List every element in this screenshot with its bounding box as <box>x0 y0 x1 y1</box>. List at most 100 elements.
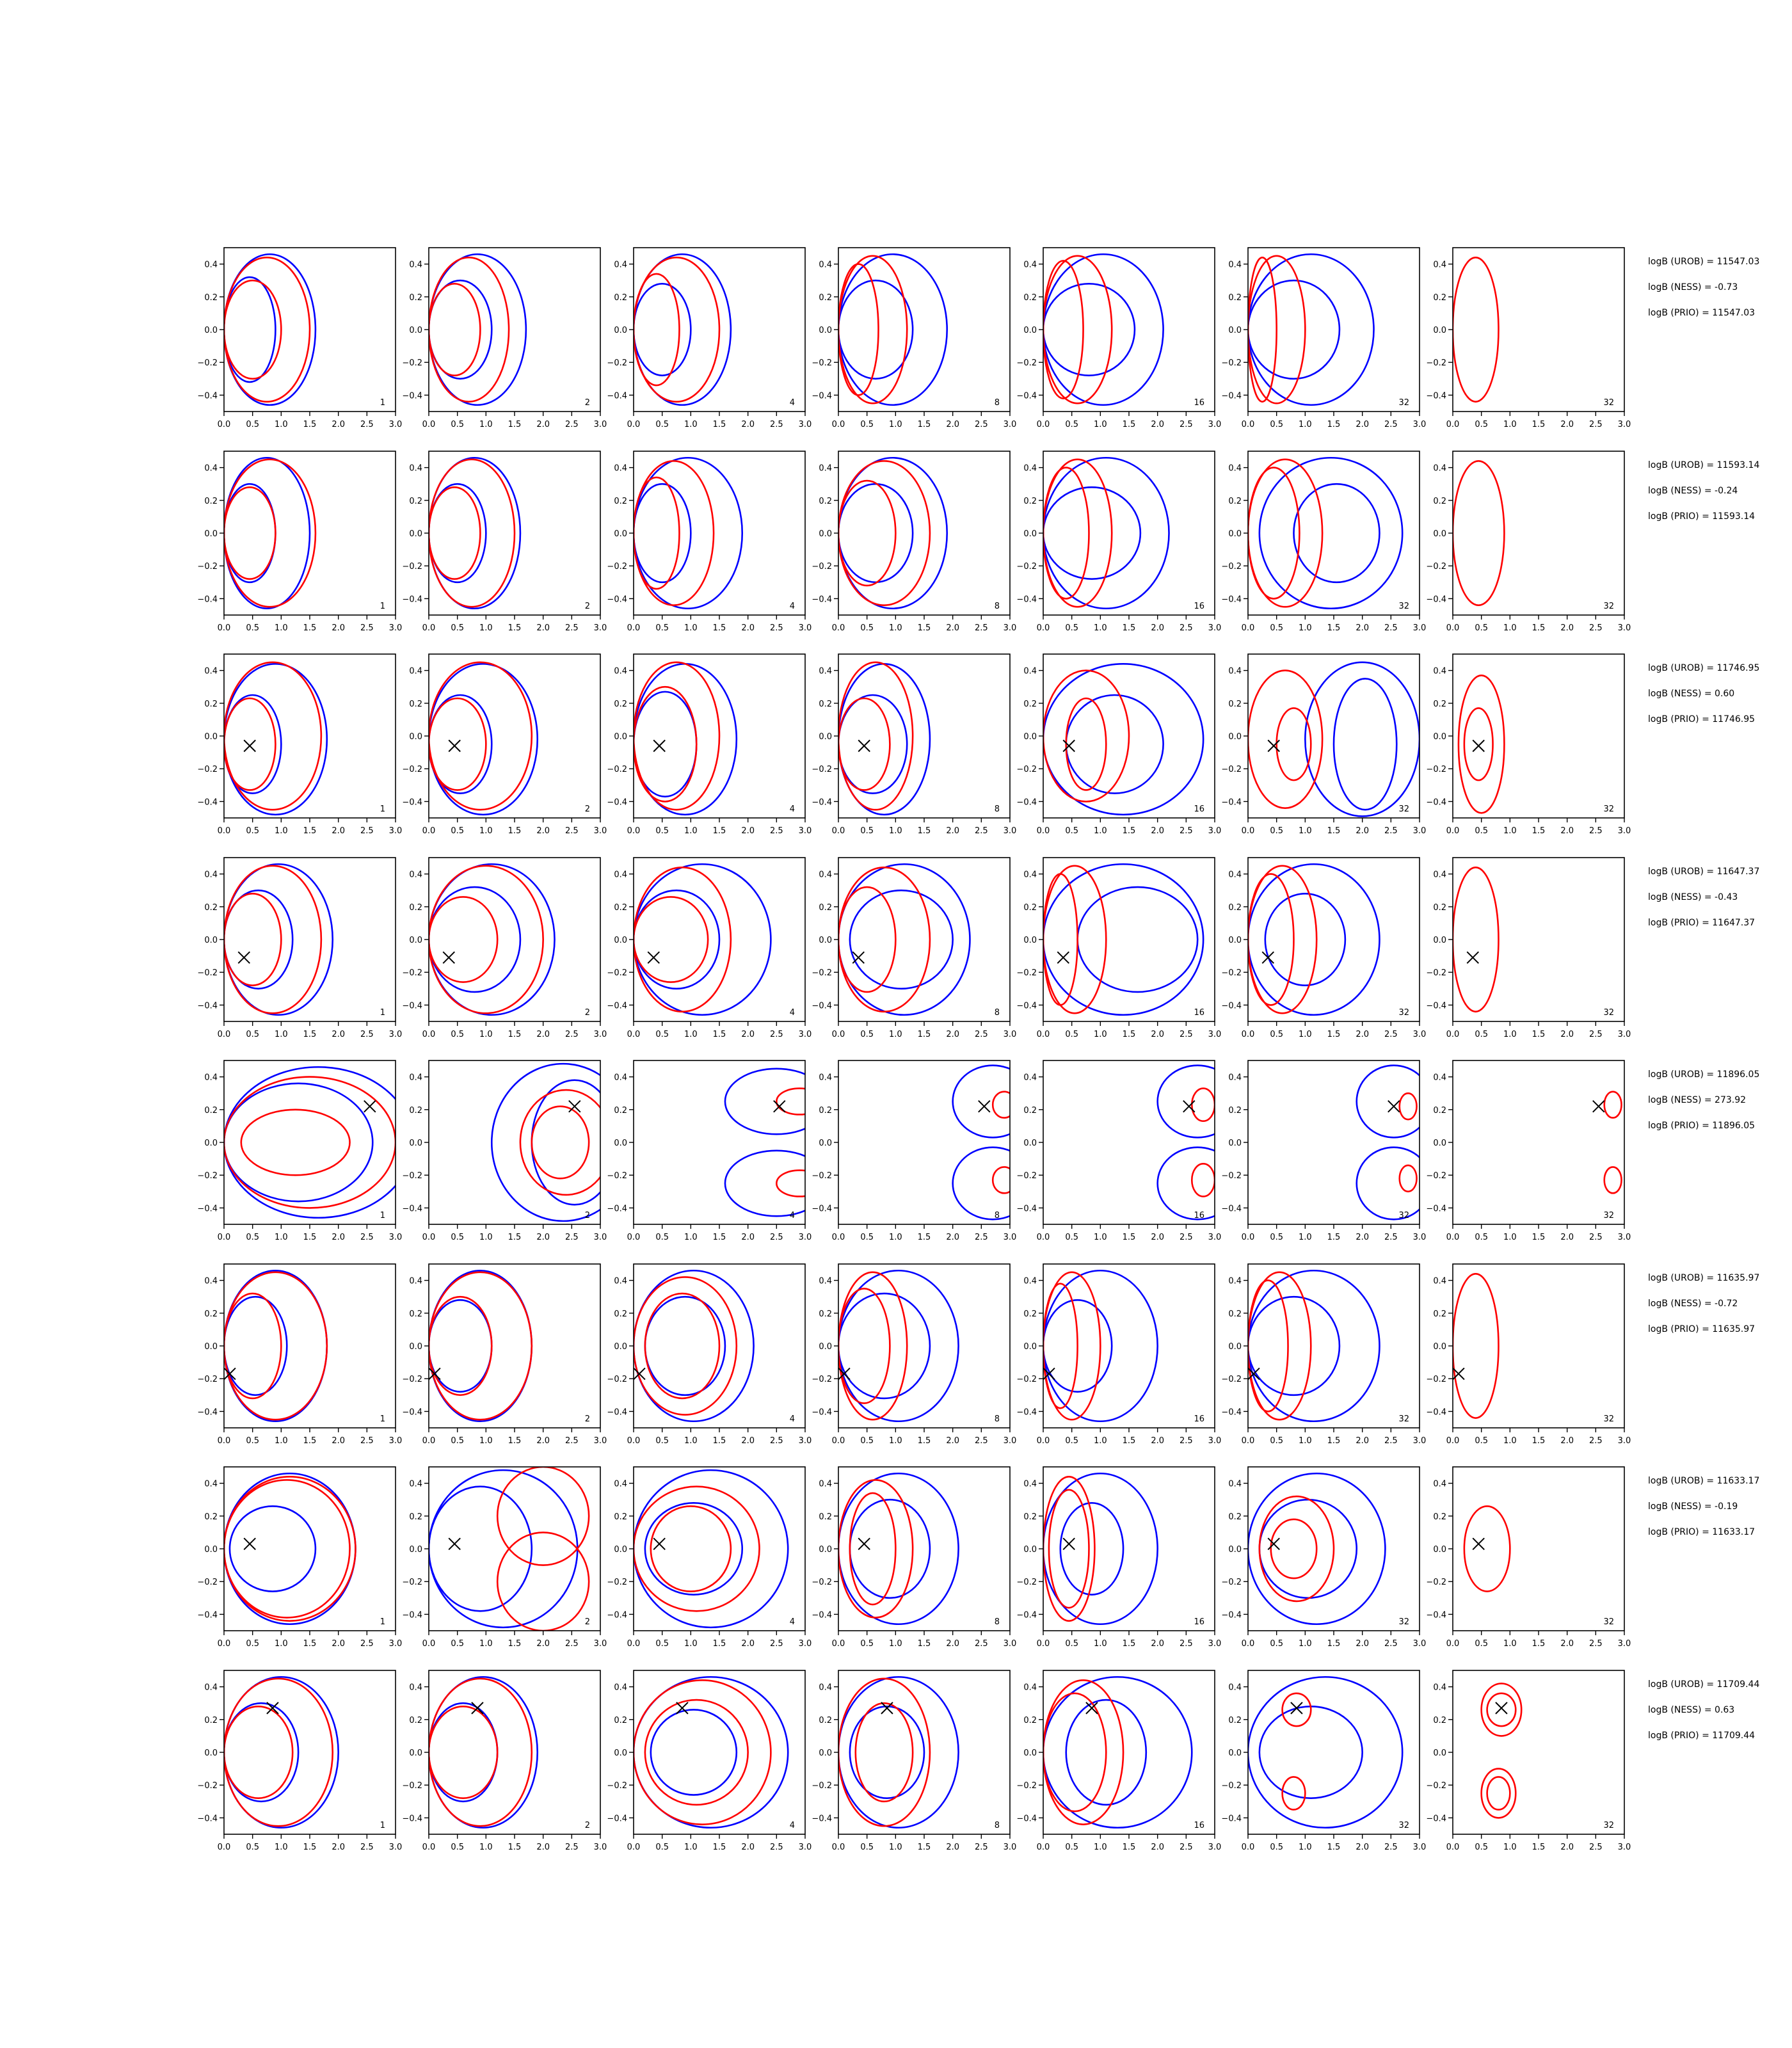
y-tick-label: 0.0 <box>1433 1545 1446 1555</box>
x-tick-label: 0.5 <box>655 1843 669 1852</box>
contours <box>429 1676 539 1829</box>
marker-x <box>1057 951 1069 964</box>
logb-annotation: logB (UROB) = 11633.17 <box>1648 1476 1759 1486</box>
y-tick-label: 0.4 <box>1228 1277 1242 1286</box>
panel-label: 16 <box>1194 1821 1204 1830</box>
x-tick-label: 3.0 <box>799 1843 812 1852</box>
red-contour <box>644 1292 721 1400</box>
y-tick-label: 0.2 <box>1433 497 1446 506</box>
y-tick-label: 0.2 <box>409 1106 422 1116</box>
red-contour <box>634 273 680 387</box>
y-tick-label: −0.2 <box>1016 765 1037 774</box>
y-tick-label: 0.4 <box>1433 1683 1446 1693</box>
y-tick-label: 0.4 <box>204 1480 218 1489</box>
x-tick-label: 2.0 <box>1151 826 1164 836</box>
x-tick-label: 1.5 <box>1532 1639 1546 1649</box>
x-tick-label: 0.5 <box>1065 1030 1078 1039</box>
red-contour <box>224 1476 356 1622</box>
axes-frame <box>428 1466 601 1631</box>
y-tick-label: 0.2 <box>1228 1106 1242 1116</box>
blue-contour <box>429 279 493 380</box>
x-tick-label: 1.0 <box>479 1843 493 1852</box>
contours <box>838 1472 959 1626</box>
red-contour <box>224 1677 334 1827</box>
blue-contour <box>849 1706 925 1799</box>
x-tick-label: 1.0 <box>1299 420 1312 429</box>
marker-x <box>364 1100 376 1113</box>
red-contour <box>1453 460 1505 606</box>
marker-x <box>653 739 666 753</box>
y-tick-label: −0.2 <box>607 1171 627 1181</box>
marker-stroke <box>1062 1537 1075 1551</box>
axes-frame <box>1043 451 1215 616</box>
panel-r3-c5: 0.0 0.5 1.0 1.5 2.0 2.5 3.0 0.4 0.2 0.0 −0.2 −0.4 16 <box>1016 653 1221 836</box>
y-tick-label: −0.2 <box>1221 562 1242 572</box>
y-tick-label: 0.4 <box>409 870 422 880</box>
y-tick-label: 0.2 <box>614 293 627 303</box>
x-tick-label: 3.0 <box>1413 826 1427 836</box>
blue-contour <box>1248 863 1380 1016</box>
x-tick-label: 0.0 <box>1446 1233 1460 1242</box>
red-contour <box>429 896 499 983</box>
x-tick-label: 3.0 <box>1004 1030 1017 1039</box>
x-tick-label: 3.0 <box>594 623 607 633</box>
y-tick-label: −0.4 <box>402 1001 422 1011</box>
contours <box>634 1469 789 1629</box>
x-tick-label: 2.0 <box>741 1030 755 1039</box>
y-tick-label: 0.2 <box>1433 1309 1446 1319</box>
y-tick-label: −0.4 <box>607 391 627 401</box>
contours <box>838 661 931 816</box>
x-tick-label: 2.5 <box>1384 420 1398 429</box>
red-contour <box>1603 1166 1622 1194</box>
contours <box>634 863 772 1016</box>
axes-frame <box>428 1670 601 1835</box>
panel-label: 2 <box>585 602 590 611</box>
red-contour <box>634 476 680 590</box>
red-contour <box>429 1677 533 1827</box>
logb-annotation: logB (NESS) = -0.24 <box>1648 486 1738 496</box>
y-tick-label: −0.4 <box>607 797 627 807</box>
y-tick-label: 0.0 <box>819 936 832 945</box>
marker-stroke <box>429 1367 441 1380</box>
blue-contour <box>838 279 914 380</box>
x-tick-label: 1.5 <box>713 1639 726 1649</box>
y-tick-label: −0.4 <box>1221 797 1242 807</box>
red-contour <box>1043 1476 1096 1622</box>
y-tick-label: −0.2 <box>402 1781 422 1791</box>
contours <box>634 1269 755 1423</box>
y-tick-label: −0.2 <box>607 1781 627 1791</box>
y-tick-label: 0.2 <box>819 497 832 506</box>
y-tick-label: −0.4 <box>1221 595 1242 604</box>
y-tick-label: −0.4 <box>197 1204 218 1213</box>
logb-annotation: logB (UROB) = 11896.05 <box>1648 1069 1759 1080</box>
x-tick-label: 0.5 <box>860 623 874 633</box>
y-tick-label: 0.0 <box>204 1342 218 1352</box>
x-tick-label: 0.0 <box>1037 826 1050 836</box>
red-contour <box>854 1702 914 1803</box>
logb-annotation: logB (PRIO) = 11633.17 <box>1648 1527 1755 1537</box>
x-tick-label: 2.5 <box>1384 1639 1398 1649</box>
red-contour <box>224 257 311 403</box>
panel-r5-c2: 0.0 0.5 1.0 1.5 2.0 2.5 3.0 0.4 0.2 0.0 −0.2 −0.4 2 <box>402 1060 607 1242</box>
blue-contour <box>224 1676 339 1829</box>
logb-annotation: logB (NESS) = 0.63 <box>1648 1705 1734 1715</box>
panel-r7-c3: 0.0 0.5 1.0 1.5 2.0 2.5 3.0 0.4 0.2 0.0 −0.2 −0.4 4 <box>607 1466 812 1649</box>
contours <box>224 253 317 406</box>
x-tick-label: 2.0 <box>946 1030 959 1039</box>
y-tick-label: −0.2 <box>1016 1171 1037 1181</box>
y-tick-label: 0.4 <box>1433 464 1446 474</box>
y-tick-label: 0.4 <box>204 1277 218 1286</box>
contours <box>224 1472 356 1626</box>
x-tick-label: 3.0 <box>799 1436 812 1446</box>
marker-stroke <box>471 1702 484 1715</box>
x-tick-label: 1.0 <box>479 420 493 429</box>
y-tick-label: 0.0 <box>204 529 218 539</box>
blue-contour <box>1248 1269 1380 1423</box>
red-contour <box>1398 1092 1418 1121</box>
panel-r2-c3: 0.0 0.5 1.0 1.5 2.0 2.5 3.0 0.4 0.2 0.0 −0.2 −0.4 4 <box>607 451 812 633</box>
x-tick-label: 2.0 <box>1356 1436 1369 1446</box>
panel-label: 32 <box>1603 1414 1614 1424</box>
y-tick-label: 0.0 <box>1228 1748 1242 1758</box>
red-contour <box>1043 467 1090 600</box>
x-tick-label: 2.5 <box>1180 1233 1193 1242</box>
